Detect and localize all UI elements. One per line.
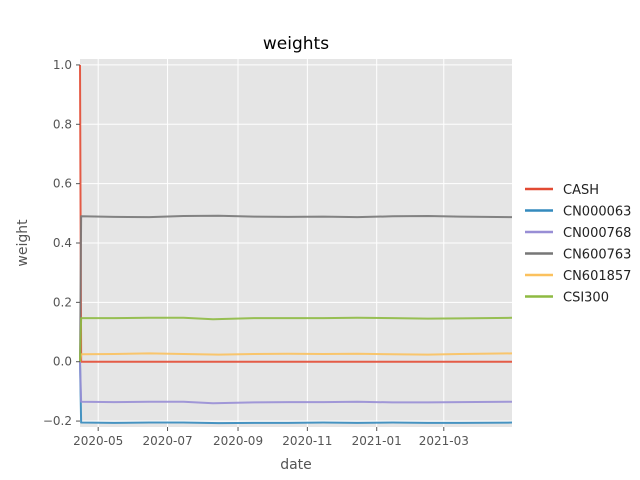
y-axis-ticks: −0.2 0.0 0.2 0.4 0.6 0.8 1.0	[43, 58, 80, 428]
series-lines	[79, 64, 513, 425]
legend-label: CN601857	[563, 269, 631, 284]
x-tick-label: 2021-03	[419, 434, 469, 448]
y-tick-label: 0.6	[53, 177, 72, 191]
legend-label: CASH	[563, 183, 599, 198]
x-tick-label: 2020-05	[73, 434, 123, 448]
x-tick-label: 2020-11	[282, 434, 332, 448]
series-line-cn000063	[79, 361, 513, 425]
x-tick-label: 2020-09	[213, 434, 263, 448]
y-tick-label: −0.2	[43, 414, 72, 428]
legend-label: CN000063	[563, 205, 631, 220]
y-tick-label: 0.0	[53, 355, 72, 369]
y-tick-label: 0.4	[53, 236, 72, 250]
x-tick-label: 2020-07	[142, 434, 192, 448]
legend-label: CSI300	[563, 291, 609, 306]
x-axis-label: date	[280, 457, 312, 473]
y-axis-label: weight	[15, 219, 31, 267]
series-line-cn601857	[79, 352, 513, 362]
y-tick-label: 0.8	[53, 117, 72, 131]
series-line-csi300	[79, 316, 513, 362]
series-line-cn000768	[79, 361, 513, 405]
x-tick-label: 2021-01	[352, 434, 402, 448]
y-tick-label: 1.0	[53, 58, 72, 72]
series-line-cash	[79, 64, 512, 363]
y-tick-label: 0.2	[53, 295, 72, 309]
legend: CASH CN000063 CN000768 CN600763 CN601857 CSI3…	[525, 183, 631, 306]
chart-title: weights	[263, 34, 329, 54]
series-line-cn600763	[79, 214, 513, 362]
x-axis-ticks: 2020-05 2020-07 2020-09 2020-11 2021-01 2021-…	[73, 427, 469, 448]
legend-label: CN000768	[563, 226, 631, 241]
legend-label: CN600763	[563, 248, 631, 263]
